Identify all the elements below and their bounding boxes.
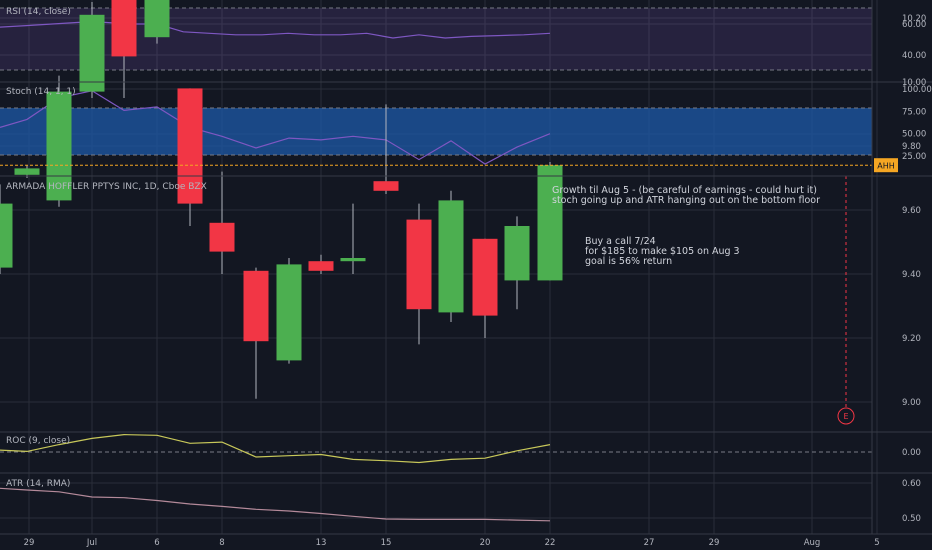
xtick-1: Jul: [86, 538, 97, 548]
xtick-0: 29: [24, 538, 35, 548]
candle-body-9: [276, 264, 302, 361]
candle-body-15: [472, 238, 498, 316]
atr-label: ATR (14, RMA): [6, 479, 70, 489]
candle-body-5: [144, 0, 170, 38]
annotation-2-line-3[interactable]: goal is 56% return: [585, 256, 672, 267]
candle-body-17: [537, 165, 563, 281]
roc-label: ROC (9, close): [6, 436, 70, 446]
stoch-line: [0, 90, 551, 165]
xtick-3: 8: [219, 538, 224, 548]
annotation-2-line-2[interactable]: for $185 to make $105 on Aug 3: [585, 246, 740, 257]
axes-layer: AHH60.0040.00100.0075.0050.0025.0010.601…: [24, 14, 932, 548]
xtick-8: 27: [644, 538, 655, 548]
price-ytick-5: 9.60: [902, 206, 921, 216]
candle-body-14: [438, 200, 464, 313]
price-ytick-6: 9.40: [902, 270, 921, 280]
rsi-label: RSI (14, close): [6, 7, 71, 17]
atr-line: [0, 487, 551, 522]
candle-body-4: [111, 0, 137, 57]
xtick-4: 13: [316, 538, 327, 548]
stoch-ytick-3: 25.00: [902, 152, 926, 162]
candle-body-7: [209, 222, 235, 252]
price-ytick-8: 9.00: [902, 398, 921, 408]
roc-ytick-0: 0.00: [902, 448, 921, 458]
candle-body-12: [373, 181, 399, 191]
price-tag-text: AHH: [877, 162, 895, 171]
stoch-ytick-1: 75.00: [902, 107, 926, 117]
atr-ytick-0: 0.60: [902, 479, 921, 489]
earnings-circle: [837, 407, 855, 425]
price-ytick-3: 10.00: [902, 78, 926, 88]
candle-body-2: [46, 91, 72, 201]
xtick-7: 22: [545, 538, 556, 548]
candle-body-13: [406, 219, 432, 310]
xtick-5: 15: [381, 538, 392, 548]
annotation-1-line-2[interactable]: stoch going up and ATR hanging out on th…: [552, 195, 820, 206]
price-ytick-2: 10.20: [902, 14, 926, 24]
xtick-6: 20: [480, 538, 491, 548]
pane-separators: [0, 0, 932, 535]
atr-ytick-1: 0.50: [902, 514, 921, 524]
roc-line: [0, 433, 551, 464]
candle-body-6: [177, 88, 203, 204]
xtick-11: 5: [874, 538, 879, 548]
candle-body-3: [79, 14, 105, 92]
stoch-ytick-2: 50.00: [902, 130, 926, 140]
xtick-2: 6: [154, 538, 159, 548]
earnings-marker: E: [843, 412, 848, 421]
candle-body-1: [14, 168, 40, 175]
rsi-ytick-1: 40.00: [902, 51, 926, 61]
stoch-ytick-0: 100.00: [902, 85, 932, 95]
candle-body-8: [243, 270, 269, 342]
xtick-9: 29: [709, 538, 720, 548]
annotation-1-line-1[interactable]: Growth til Aug 5 - (be careful of earnin…: [552, 185, 817, 196]
annotation-2-line-1[interactable]: Buy a call 7/24: [585, 236, 656, 247]
series-layer: E: [0, 0, 872, 522]
price-label: ARMADA HOFFLER PPTYS INC, 1D, Cboe BZX: [6, 182, 207, 192]
candle-body-10: [308, 261, 334, 271]
price-tag-box: [874, 158, 898, 173]
xtick-10: Aug: [804, 538, 821, 548]
candle-body-16: [504, 226, 530, 281]
rsi-ytick-0: 60.00: [902, 20, 926, 30]
price-ytick-7: 9.20: [902, 334, 921, 344]
candle-body-0: [0, 203, 13, 268]
candle-body-11: [340, 258, 366, 262]
stoch-label: Stoch (14, 1, 1): [6, 87, 76, 97]
stoch-band: [0, 108, 872, 155]
price-ytick-4: 9.80: [902, 142, 921, 152]
